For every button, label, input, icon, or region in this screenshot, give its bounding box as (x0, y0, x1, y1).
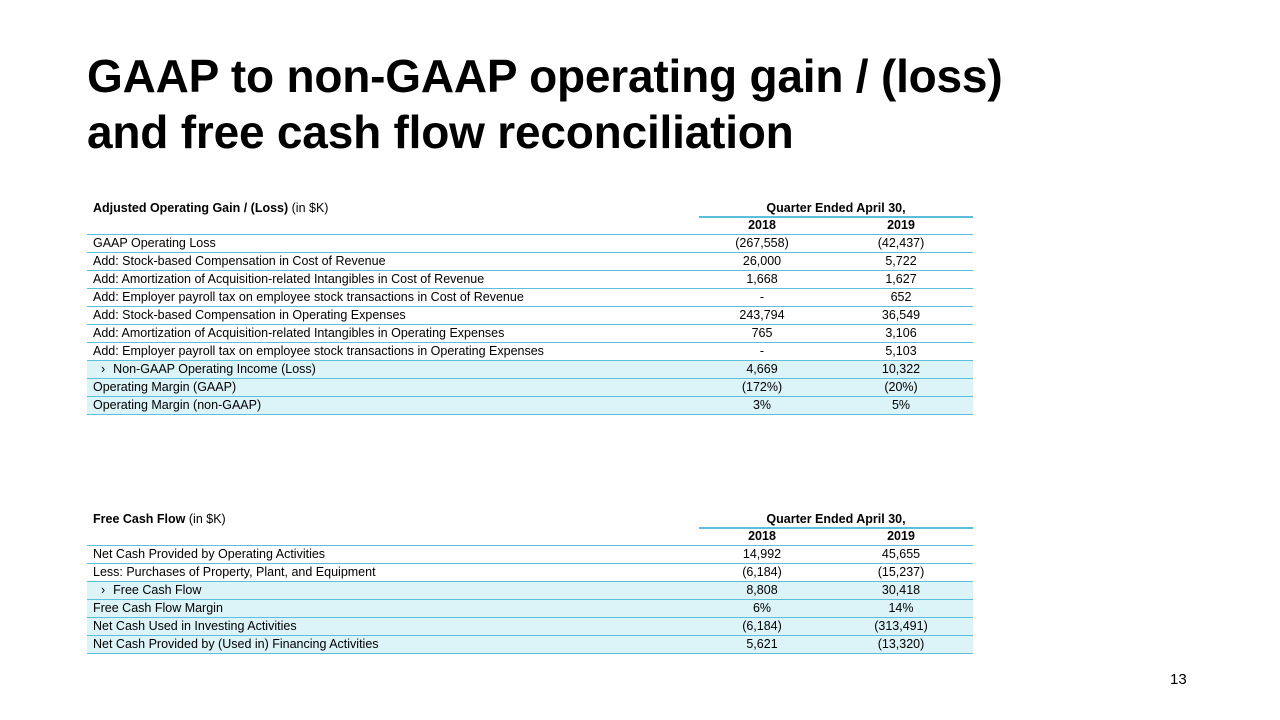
table-row-subtotal: › Free Cash Flow 8,808 30,418 (87, 582, 973, 600)
title-line-1: GAAP to non-GAAP operating gain / (loss) (87, 50, 1003, 102)
table-row: Net Cash Used in Investing Activities (6… (87, 618, 973, 636)
chevron-right-icon: › (101, 583, 106, 597)
table-row: Net Cash Provided by (Used in) Financing… (87, 636, 973, 654)
table-row: Less: Purchases of Property, Plant, and … (87, 564, 973, 582)
year-header-row: 2018 2019 (87, 217, 973, 234)
year-header-row: 2018 2019 (87, 528, 973, 545)
table-row: Operating Margin (non-GAAP) 3% 5% (87, 397, 973, 415)
table-row: Operating Margin (GAAP) (172%) (20%) (87, 379, 973, 397)
table-row: Add: Amortization of Acquisition-related… (87, 271, 973, 289)
page-number: 13 (1170, 671, 1187, 688)
table-header: Free Cash Flow (in $K) Quarter Ended Apr… (87, 511, 973, 529)
table-header: Adjusted Operating Gain / (Loss) (in $K)… (87, 200, 973, 218)
table-row: GAAP Operating Loss (267,558) (42,437) (87, 234, 973, 253)
period-header: Quarter Ended April 30, (699, 511, 973, 529)
free-cash-flow-table: Free Cash Flow (in $K) Quarter Ended Apr… (87, 511, 973, 654)
year-col-2019: 2019 (887, 529, 915, 543)
table-row: Net Cash Provided by Operating Activitie… (87, 545, 973, 564)
table-heading: Free Cash Flow (in $K) (93, 512, 226, 526)
page-title: GAAP to non-GAAP operating gain / (loss)… (87, 48, 1003, 160)
table-row: Add: Amortization of Acquisition-related… (87, 325, 973, 343)
table-row: Free Cash Flow Margin 6% 14% (87, 600, 973, 618)
table-row: Add: Stock-based Compensation in Operati… (87, 307, 973, 325)
year-col-2019: 2019 (887, 218, 915, 232)
year-col-2018: 2018 (748, 218, 776, 232)
table-row-subtotal: › Non-GAAP Operating Income (Loss) 4,669 … (87, 361, 973, 379)
table-row: Add: Stock-based Compensation in Cost of… (87, 253, 973, 271)
year-col-2018: 2018 (748, 529, 776, 543)
table-row: Add: Employer payroll tax on employee st… (87, 289, 973, 307)
adjusted-operating-gain-table: Adjusted Operating Gain / (Loss) (in $K)… (87, 200, 973, 415)
table-heading: Adjusted Operating Gain / (Loss) (in $K) (93, 201, 329, 215)
table-row: Add: Employer payroll tax on employee st… (87, 343, 973, 361)
period-header: Quarter Ended April 30, (699, 200, 973, 218)
chevron-right-icon: › (101, 362, 106, 376)
title-line-2: and free cash flow reconciliation (87, 106, 794, 158)
